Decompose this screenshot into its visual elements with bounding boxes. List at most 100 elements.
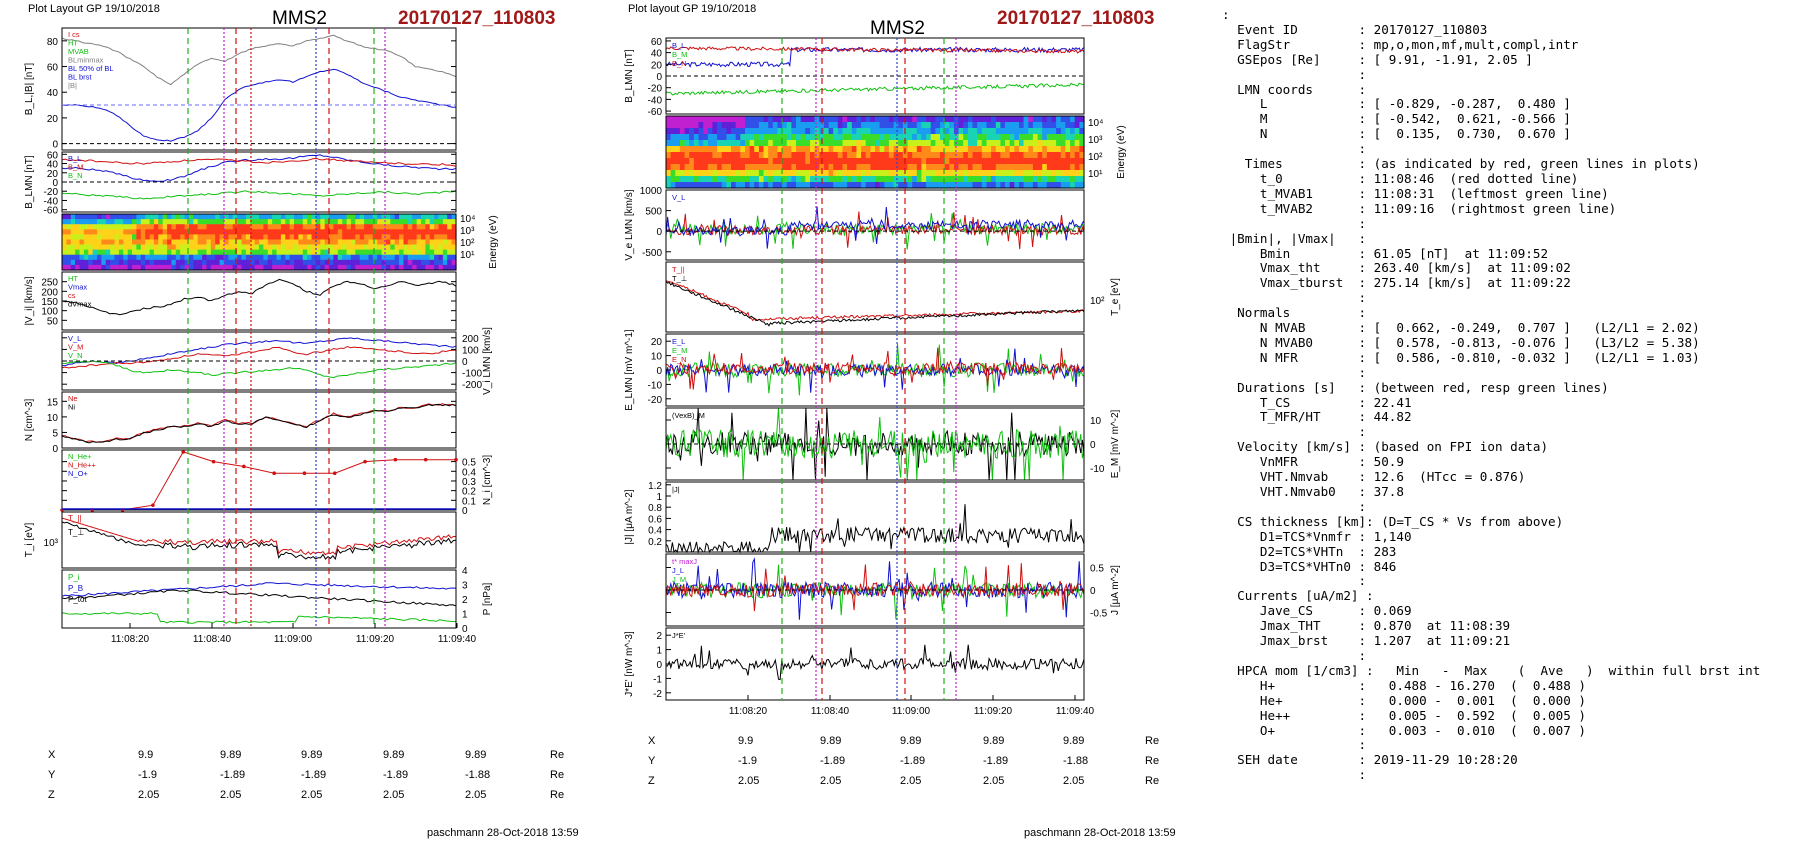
spectrogram-cell bbox=[842, 158, 848, 165]
spectrogram-cell bbox=[861, 164, 867, 171]
spectrogram-cell bbox=[101, 264, 107, 271]
spectrogram-cell bbox=[754, 170, 760, 177]
spectrogram-cell bbox=[693, 164, 700, 171]
spectrogram-cell bbox=[390, 234, 396, 241]
y-tick-label: 0.1 bbox=[462, 496, 476, 507]
spectrogram-cell bbox=[712, 134, 718, 141]
spectrogram-cell bbox=[745, 116, 751, 123]
spectrogram-cell bbox=[958, 116, 964, 123]
series-line bbox=[61, 278, 457, 316]
spectrogram-cell bbox=[1023, 152, 1029, 159]
x-tick-label: 11:08:20 bbox=[729, 706, 768, 717]
spectrogram-cell bbox=[888, 128, 895, 135]
spectrogram-cell bbox=[346, 249, 352, 256]
spectrogram-cell bbox=[421, 254, 426, 261]
spectrogram-cell bbox=[684, 140, 690, 147]
spectrogram-cell bbox=[97, 229, 102, 235]
spectrogram-cell bbox=[772, 116, 778, 123]
spectrogram-cell bbox=[237, 229, 243, 235]
spectrogram-cell bbox=[298, 229, 304, 235]
spectrogram-cell bbox=[202, 264, 208, 271]
spectrogram-cell bbox=[342, 259, 348, 266]
spectrogram-cell bbox=[972, 182, 978, 189]
spectrogram-cell bbox=[307, 244, 313, 251]
spectrogram-cell bbox=[879, 146, 885, 153]
spectrogram-cell bbox=[1051, 164, 1057, 171]
coord-value: 9.89 bbox=[983, 735, 1005, 747]
coord-value: 2.05 bbox=[738, 775, 760, 787]
y-tick-label: 200 bbox=[41, 287, 58, 298]
spectrogram bbox=[61, 213, 457, 271]
spectrogram-cell bbox=[399, 259, 405, 266]
spectrogram-cell bbox=[337, 214, 343, 220]
x-tick-label: 11:09:40 bbox=[1056, 706, 1095, 717]
spectrogram-cell bbox=[377, 239, 383, 246]
spectrogram-cell bbox=[666, 116, 672, 123]
spectrogram-cell bbox=[1000, 116, 1006, 123]
spectrogram-cell bbox=[70, 219, 76, 225]
spectrogram-cell bbox=[403, 229, 409, 235]
spectrogram-cell bbox=[749, 182, 755, 189]
spectrogram-cell bbox=[180, 244, 186, 251]
spectrogram-cell bbox=[847, 122, 853, 129]
spectrogram-cell bbox=[394, 234, 400, 241]
spectrogram-cell bbox=[684, 152, 690, 159]
info-line: : bbox=[1222, 141, 1367, 157]
spectrogram-cell bbox=[940, 140, 946, 147]
spectrogram-cell bbox=[842, 116, 848, 123]
spectrogram-cell bbox=[416, 214, 422, 220]
spectrogram-cell bbox=[1028, 164, 1034, 171]
spectrogram-cell bbox=[110, 234, 116, 241]
spectrogram-cell bbox=[740, 170, 746, 177]
spectrogram-cell bbox=[828, 170, 834, 177]
spectrogram-cell bbox=[162, 259, 168, 266]
spectrogram-cell bbox=[315, 229, 321, 235]
spectrogram-cell bbox=[350, 229, 356, 235]
spectrogram-cell bbox=[79, 264, 85, 271]
spectrogram-cell bbox=[870, 116, 876, 123]
x-tick-label: 11:08:40 bbox=[811, 706, 850, 717]
spectrogram-cell bbox=[153, 239, 159, 246]
spectrogram-cell bbox=[675, 116, 681, 123]
spectrogram-cell bbox=[442, 229, 448, 235]
spectrogram-cell bbox=[884, 140, 890, 147]
y-tick-label: 500 bbox=[645, 207, 662, 218]
spectrogram-cell bbox=[1005, 182, 1011, 189]
spectrogram-cell bbox=[851, 182, 857, 189]
spectrogram-cell bbox=[83, 219, 89, 225]
info-line: VnMFR : 50.9 bbox=[1222, 454, 1404, 470]
spectrogram-cell bbox=[79, 224, 85, 230]
spectrogram-cell bbox=[865, 176, 871, 183]
y-tick-label: 60 bbox=[651, 37, 663, 48]
spectrogram-cell bbox=[958, 164, 964, 171]
spectrogram-cell bbox=[250, 214, 256, 220]
spectrogram-cell bbox=[735, 128, 741, 135]
spectrogram-cell bbox=[189, 229, 194, 235]
spectrogram-cell bbox=[823, 128, 830, 135]
spectrogram-cell bbox=[726, 170, 732, 177]
spectrogram-cell bbox=[425, 214, 431, 220]
spectrogram-cell bbox=[800, 170, 806, 177]
spectrogram-cell bbox=[114, 239, 120, 246]
spectrogram-cell bbox=[689, 140, 695, 147]
spectrogram-cell bbox=[180, 254, 186, 261]
spectrogram-cell bbox=[259, 264, 264, 271]
spectrogram-cell bbox=[421, 264, 426, 271]
spectrogram-cell bbox=[907, 116, 913, 123]
spectrogram-cell bbox=[912, 140, 918, 147]
spectrogram-cell bbox=[118, 214, 124, 220]
spectrogram-cell bbox=[280, 249, 286, 256]
spectrogram-cell bbox=[407, 264, 413, 271]
spectrogram-cell bbox=[879, 164, 885, 171]
spectrogram-cell bbox=[224, 219, 229, 225]
spectrogram-cell bbox=[368, 249, 374, 256]
spectrogram-cell bbox=[972, 176, 978, 183]
spectrogram-cell bbox=[381, 224, 387, 230]
spectrogram-cell bbox=[805, 176, 811, 183]
spectrogram-cell bbox=[735, 134, 741, 141]
spectrogram-cell bbox=[954, 158, 960, 165]
spectrogram-cell bbox=[158, 239, 164, 246]
spectrogram-cell bbox=[1051, 122, 1057, 129]
